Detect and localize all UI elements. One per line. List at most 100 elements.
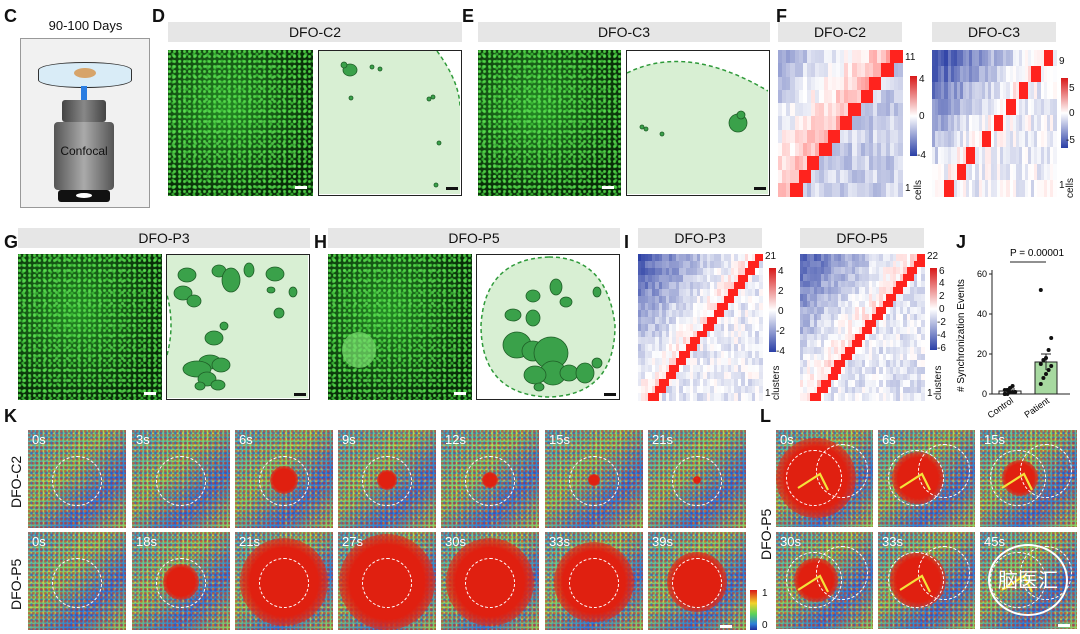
- scale-bar: [294, 393, 306, 396]
- colorbar-tick: 0: [919, 111, 925, 122]
- time-label: 15s: [549, 432, 570, 447]
- data-point: [1010, 384, 1015, 388]
- y-axis-label: # Synchronization Events: [956, 279, 967, 392]
- k-frame: 0s: [28, 532, 126, 630]
- colorbar-tick: 0: [778, 306, 784, 317]
- y-tick-label: 20: [977, 349, 987, 359]
- time-label: 45s: [984, 534, 1005, 549]
- time-label: 9s: [342, 432, 356, 447]
- k-frame: 21s: [235, 532, 333, 630]
- y-tick-label: 0: [982, 389, 987, 399]
- time-label: 27s: [342, 534, 363, 549]
- scale-bar: [144, 392, 156, 395]
- organoid-sample: [74, 68, 96, 78]
- colorbar-tick: 0: [939, 304, 945, 315]
- colorbar-tick: 5: [1069, 83, 1075, 94]
- k-frame: 0s: [28, 430, 126, 528]
- colorbar-tick: 0: [1069, 108, 1075, 119]
- data-point: [1049, 336, 1054, 340]
- time-label: 30s: [780, 534, 801, 549]
- banner-dfo-p5: DFO-P5: [328, 228, 620, 248]
- colorbar-min-label: 0: [762, 620, 768, 631]
- colorbar-unit: cells: [913, 179, 924, 200]
- colorbar-unit: cells: [1065, 177, 1076, 198]
- colorbar: [910, 76, 917, 156]
- time-label: 3s: [136, 432, 150, 447]
- colorbar-max-label: 1: [762, 588, 768, 599]
- colorbar-tick: 4: [778, 266, 784, 277]
- colorbar-max-label: 11: [905, 52, 916, 63]
- colorbar-max-label: 21: [765, 251, 777, 262]
- schematic-title: 90-100 Days: [48, 18, 123, 33]
- panel-label-j: J: [956, 232, 967, 252]
- colorbar-tick: -4: [776, 346, 785, 357]
- colorbar-tick: 6: [939, 266, 945, 277]
- p-value-label: P = 0.00001: [1010, 248, 1064, 259]
- heatmap-title-f-left: DFO-C2: [778, 22, 902, 42]
- scale-bar: [754, 187, 766, 190]
- colorbar-min-label: 1: [1059, 180, 1065, 191]
- colorbar-tick: -4: [937, 330, 946, 341]
- heatmap-dfo-c3: [932, 50, 1057, 197]
- colorbar-unit: clusters: [771, 365, 782, 400]
- colorbar-max-label: 22: [927, 251, 939, 262]
- scale-bar: [604, 393, 616, 396]
- colorbar-min-label: 1: [927, 388, 933, 399]
- heatmap-dfo-p3: [638, 254, 763, 401]
- k-frame: 33s: [545, 532, 643, 630]
- micrograph-dfo-p3: [18, 254, 162, 400]
- colorbar-tick: 4: [939, 278, 945, 289]
- colorbar-tick: 2: [778, 286, 784, 297]
- k-frame: 3s: [132, 430, 230, 528]
- k-frame: 27s: [338, 532, 436, 630]
- l-frame: 33s: [878, 532, 975, 629]
- data-point: [1046, 348, 1051, 352]
- time-label: 18s: [136, 534, 157, 549]
- panel-label-g: G: [4, 232, 19, 252]
- l-frame: 45s: [980, 532, 1077, 629]
- colorbar-tick: -2: [776, 326, 785, 337]
- micrograph-dfo-c2: [168, 50, 313, 196]
- l-frame: 0s: [776, 430, 873, 527]
- k-frame: 21s: [648, 430, 746, 528]
- l-frame: 30s: [776, 532, 873, 629]
- colorbar-tick: 4: [919, 74, 925, 85]
- time-label: 21s: [239, 534, 260, 549]
- time-label: 39s: [652, 534, 673, 549]
- confocal-label: Confocal: [60, 144, 108, 158]
- y-tick-label: 60: [977, 269, 987, 279]
- y-tick-label: 40: [977, 309, 987, 319]
- time-label: 33s: [549, 534, 570, 549]
- colorbar-tick: -6: [937, 343, 946, 354]
- cell-map-dfo-p3: [166, 254, 310, 400]
- row-label-dfo-p5: DFO-P5: [8, 558, 24, 610]
- colorbar-tick: 2: [939, 291, 945, 302]
- colorbar: [1061, 78, 1068, 148]
- time-label: 12s: [445, 432, 466, 447]
- panel-label-e: E: [462, 6, 475, 26]
- row-label-l-dfo-p5: DFO-P5: [758, 508, 774, 560]
- micrograph-dfo-c3: [478, 50, 621, 196]
- data-point: [1044, 356, 1048, 360]
- data-point: [1046, 368, 1051, 372]
- k-frame: 15s: [545, 430, 643, 528]
- k-frame: 39s: [648, 532, 746, 630]
- micrograph-dfo-p5: [328, 254, 472, 400]
- l-frame: 15s: [980, 430, 1077, 527]
- cell-map-dfo-c2: [318, 50, 462, 196]
- banner-dfo-c3: DFO-C3: [478, 22, 770, 42]
- sync-events-chart: # Synchronization Events P = 0.00001 0 20…: [956, 248, 1070, 420]
- colorbar-min-label: 1: [765, 388, 771, 399]
- data-point: [1044, 372, 1048, 376]
- colorbar-min-label: 1: [905, 183, 911, 194]
- time-label: 0s: [32, 534, 46, 549]
- time-label: 0s: [780, 432, 794, 447]
- row-label-dfo-c2: DFO-C2: [8, 455, 24, 508]
- colorbar: [769, 268, 776, 352]
- panel-label-d: D: [152, 6, 165, 26]
- panel-label-l: L: [760, 406, 771, 426]
- colorbar-tick: -2: [937, 317, 946, 328]
- heatmap-dfo-p5: [800, 254, 925, 401]
- time-label: 21s: [652, 432, 673, 447]
- heatmap-title-i-right: DFO-P5: [800, 228, 924, 248]
